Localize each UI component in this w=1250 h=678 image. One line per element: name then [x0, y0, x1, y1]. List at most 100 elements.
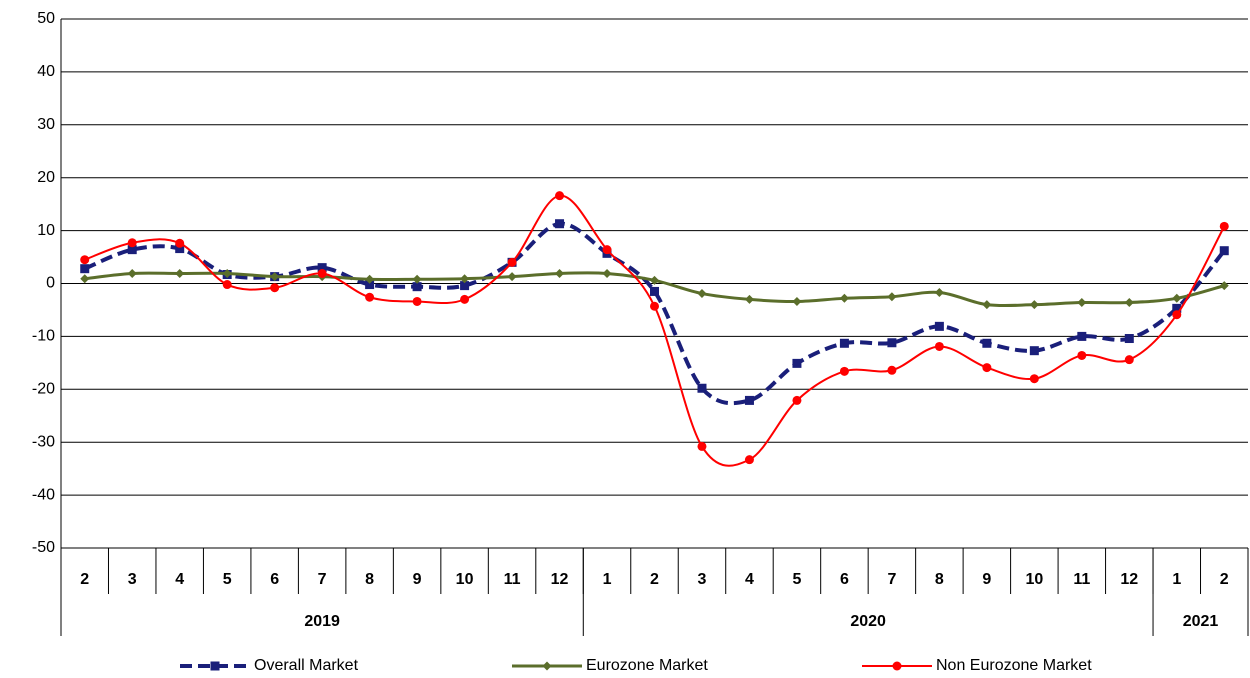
x-tick-label: 1 — [1172, 571, 1181, 588]
data-point — [1172, 303, 1182, 313]
data-point — [602, 268, 612, 278]
data-point — [555, 191, 565, 201]
data-point — [887, 338, 897, 348]
data-point — [839, 366, 849, 376]
y-tick-label: -50 — [32, 539, 55, 556]
data-point — [839, 293, 849, 303]
data-point — [412, 282, 422, 292]
x-tick-label: 5 — [223, 571, 232, 588]
data-point — [1219, 221, 1229, 231]
x-tick-label: 5 — [792, 571, 801, 588]
data-point — [697, 383, 707, 393]
x-tick-label: 9 — [413, 571, 422, 588]
data-point — [222, 268, 232, 278]
data-point — [80, 264, 90, 274]
data-point — [270, 272, 280, 282]
x-group-label: 2019 — [304, 613, 340, 630]
data-point — [650, 275, 659, 285]
data-point — [1029, 300, 1039, 310]
x-tick-label: 2 — [1220, 571, 1229, 588]
legend-marker — [542, 661, 552, 671]
legend-label: Overall Market — [254, 657, 359, 674]
data-point — [1172, 310, 1182, 320]
x-tick-label: 10 — [456, 571, 474, 588]
data-point — [1124, 298, 1134, 308]
data-point — [982, 363, 992, 373]
data-point — [555, 219, 565, 229]
data-point — [1077, 331, 1087, 341]
data-point — [222, 280, 232, 290]
data-point — [175, 238, 185, 248]
x-tick-label: 9 — [982, 571, 991, 588]
data-point — [602, 245, 612, 255]
data-point — [365, 274, 375, 284]
data-point — [460, 294, 470, 304]
data-point — [412, 296, 422, 306]
x-tick-label: 6 — [840, 571, 849, 588]
data-point — [80, 255, 90, 265]
data-point — [127, 238, 137, 248]
y-tick-label: -30 — [32, 433, 55, 450]
data-point — [887, 365, 897, 375]
data-point — [792, 358, 802, 368]
data-point — [839, 338, 849, 348]
data-point — [1124, 334, 1134, 344]
x-tick-label: 3 — [698, 571, 707, 588]
data-point — [744, 294, 754, 304]
x-tick-label: 1 — [603, 571, 612, 588]
data-point — [744, 395, 754, 405]
y-tick-label: 40 — [37, 63, 55, 80]
x-group-label: 2021 — [1183, 613, 1219, 630]
data-point — [127, 245, 137, 255]
data-point — [1124, 355, 1134, 365]
x-tick-label: 6 — [270, 571, 279, 588]
data-point — [507, 257, 517, 267]
legend-label: Eurozone Market — [586, 657, 708, 674]
y-tick-label: 20 — [37, 169, 55, 186]
data-point — [982, 338, 992, 348]
data-point — [1077, 298, 1087, 308]
x-tick-label: 10 — [1025, 571, 1043, 588]
x-group-label: 2020 — [850, 613, 886, 630]
data-point — [317, 263, 327, 273]
data-point — [934, 321, 944, 331]
data-point — [80, 274, 90, 284]
x-tick-label: 12 — [551, 571, 569, 588]
x-tick-label: 11 — [1073, 571, 1090, 588]
y-tick-label: 50 — [37, 10, 55, 27]
data-point — [507, 272, 517, 282]
data-point — [934, 287, 944, 297]
x-tick-label: 4 — [745, 571, 754, 588]
x-tick-label: 2 — [80, 571, 89, 588]
data-point — [887, 292, 897, 302]
data-point — [412, 274, 422, 284]
data-point — [127, 268, 137, 278]
data-point — [697, 441, 707, 451]
data-point — [650, 301, 659, 311]
x-tick-label: 11 — [504, 571, 521, 588]
data-point — [1219, 281, 1229, 291]
y-tick-label: 0 — [46, 275, 55, 292]
x-tick-label: 7 — [318, 571, 327, 588]
x-tick-label: 2 — [650, 571, 659, 588]
legend-marker — [210, 661, 220, 671]
y-tick-label: -10 — [32, 328, 55, 345]
x-tick-label: 8 — [365, 571, 374, 588]
data-point — [650, 286, 659, 296]
data-point — [1219, 246, 1229, 256]
data-point — [175, 268, 185, 278]
data-point — [365, 292, 375, 302]
data-point — [982, 300, 992, 310]
data-point — [460, 281, 470, 291]
legend-label: Non Eurozone Market — [936, 657, 1092, 674]
data-point — [365, 280, 375, 290]
x-tick-label: 4 — [175, 571, 184, 588]
data-point — [175, 244, 185, 254]
series-line — [84, 194, 1226, 467]
data-point — [792, 395, 802, 405]
data-point — [697, 289, 707, 299]
data-point — [792, 296, 802, 306]
data-point — [934, 341, 944, 351]
